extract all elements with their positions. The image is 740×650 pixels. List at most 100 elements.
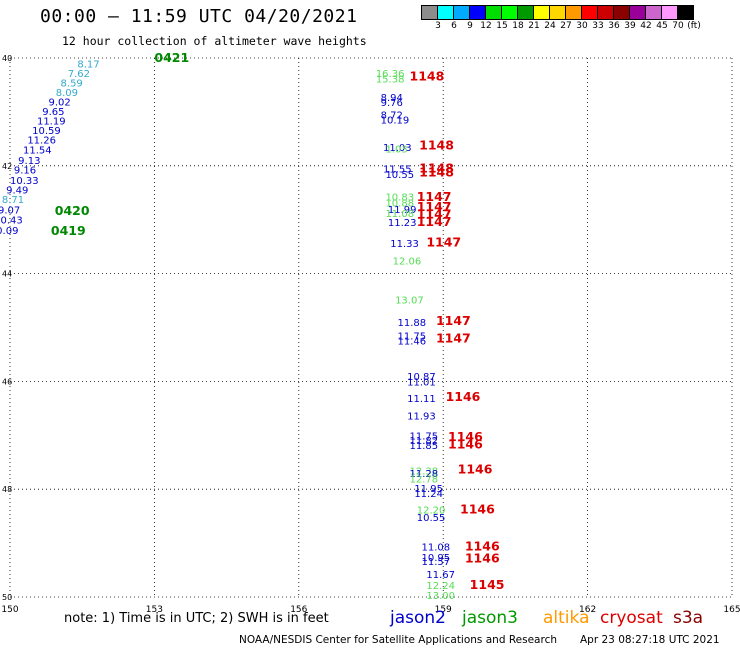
wave-height-label: 12.06 [393, 257, 422, 268]
latitude-tick-label: 48 [2, 485, 12, 494]
axis-tick-labels: 150 153 156 159 162 165 40 42 44 46 48 50 [1, 54, 740, 615]
altimeter-track-labels: 04218.177.628.598.099.029.6511.1910.5911… [0, 50, 504, 602]
color-scale-swatch [677, 5, 694, 20]
pass-time-label: 1146 [446, 389, 481, 404]
wave-height-label: 11.88 [397, 318, 426, 329]
wave-height-label: 11.01 [407, 377, 436, 388]
legend-jason2: jason2 [390, 608, 446, 628]
pass-time-label: 1146 [448, 436, 483, 451]
grid-lines [9, 57, 733, 598]
color-scale-labels: 3 6 9 12 15 18 21 24 27 30 33 36 39 42 45 70 (ft) [422, 21, 740, 33]
pass-time-label: 1147 [417, 199, 452, 214]
wave-height-label: 11.99 [388, 205, 417, 216]
pass-time-label: 1146 [460, 502, 495, 517]
wave-height-label: 11.55 [383, 164, 412, 175]
legend-cryosat: cryosat [600, 608, 663, 628]
wave-height-label: 8.94 [381, 93, 403, 104]
wave-height-label: 10.19 [381, 115, 410, 126]
pass-time-label: 1148 [410, 68, 445, 83]
wave-height-label: 8.71 [2, 195, 24, 206]
pass-time-label: 1148 [419, 160, 454, 175]
pass-time-label: 1147 [417, 214, 452, 229]
wave-height-label: 10.43 [0, 216, 23, 227]
page-title: 00:00 — 11:59 UTC 04/20/2021 [40, 6, 358, 27]
generated-timestamp: Apr 23 08:27:18 UTC 2021 [580, 634, 720, 646]
latitude-tick-label: 42 [2, 162, 12, 171]
latitude-tick-label: 40 [2, 54, 12, 63]
wave-height-label: 11.54 [23, 146, 52, 157]
wave-height-label: 13.07 [395, 295, 424, 306]
wave-height-label: 8.59 [61, 78, 83, 89]
wave-height-label: 10.33 [10, 176, 39, 187]
wave-height-label: 10.55 [385, 170, 414, 181]
color-scale-label: 15 [496, 21, 508, 31]
wave-height-label: 11.46 [397, 336, 426, 347]
page-subtitle: 12 hour collection of altimeter wave hei… [62, 34, 367, 48]
color-scale-label: 70 [672, 21, 684, 31]
pass-time-label: 0421 [154, 50, 189, 65]
pass-time-label: 1146 [465, 551, 500, 566]
wave-height-label: 8.09 [56, 88, 78, 99]
pass-time-label: 1145 [470, 577, 505, 592]
pass-time-label: 1146 [458, 461, 493, 476]
longitude-tick-label: 162 [579, 605, 596, 615]
wave-height-label: 11.19 [37, 117, 66, 128]
wave-height-label: 10.09 [0, 226, 18, 237]
color-scale-label: 39 [624, 21, 636, 31]
pass-time-label: 0420 [55, 203, 90, 218]
wave-height-label: 11.82 [410, 436, 439, 447]
color-scale-label: 9 [467, 21, 473, 31]
pass-time-label: 0419 [51, 223, 86, 238]
wave-height-label: 11.93 [407, 411, 436, 422]
wave-height-label: 11.67 [426, 570, 455, 581]
wave-height-label: 11.28 [410, 469, 439, 480]
wave-height-label: 10.59 [32, 126, 61, 137]
wave-height-label: 10.87 [407, 372, 436, 383]
wave-height-label: 1.03 [385, 145, 407, 156]
pass-time-label: 1148 [419, 164, 454, 179]
pass-time-label: 1146 [448, 429, 483, 444]
wave-height-label: 12.38 [410, 466, 439, 477]
pass-time-label: 1147 [436, 313, 471, 328]
legend-altika: altika [543, 608, 590, 628]
wave-height-label: 11.57 [422, 557, 451, 568]
wave-height-label: 8.72 [381, 111, 403, 122]
wave-height-label: 11.24 [414, 489, 443, 500]
wave-height-label: 10.88 [385, 198, 414, 209]
wave-height-label: 9.16 [14, 166, 36, 177]
units-note: note: 1) Time is in UTC; 2) SWH is in fe… [64, 611, 329, 626]
wave-height-label: 10.55 [417, 513, 446, 524]
color-scale-label: 3 [435, 21, 441, 31]
wave-height-label: 13.00 [426, 591, 455, 602]
color-scale-label: 21 [528, 21, 540, 31]
latitude-tick-label: 44 [2, 270, 12, 279]
color-scale-label: 18 [512, 21, 524, 31]
color-scale-label: (ft) [687, 21, 701, 31]
longitude-tick-label: 156 [290, 605, 307, 615]
color-scale-label: 42 [640, 21, 652, 31]
legend-s3a: s3a [673, 608, 704, 628]
wave-height-label: 11.23 [388, 218, 417, 229]
wave-height-label: 12.78 [410, 474, 439, 485]
wave-height-label: 12.20 [417, 506, 446, 517]
wave-height-label: 11.33 [390, 239, 419, 250]
wave-height-label: 9.65 [42, 107, 64, 118]
wave-height-label: 11.08 [385, 209, 414, 220]
longitude-tick-label: 165 [723, 605, 740, 615]
wave-height-label: 11.75 [410, 431, 439, 442]
wave-height-label: 9.49 [6, 186, 28, 197]
latitude-tick-label: 50 [2, 593, 12, 602]
longitude-tick-label: 159 [435, 605, 452, 615]
latitude-tick-label: 46 [2, 377, 12, 386]
pass-time-label: 1147 [417, 189, 452, 204]
pass-time-label: 1146 [465, 538, 500, 553]
wave-height-label: 8.17 [77, 59, 99, 70]
wave-height-label: 9.07 [0, 205, 20, 216]
pass-time-label: 1147 [426, 234, 461, 249]
wave-height-label: 12.24 [426, 581, 455, 592]
color-scale-label: 6 [451, 21, 457, 31]
pass-time-label: 1147 [417, 206, 452, 221]
wave-height-label: 11.08 [422, 542, 451, 553]
longitude-tick-label: 150 [1, 605, 18, 615]
